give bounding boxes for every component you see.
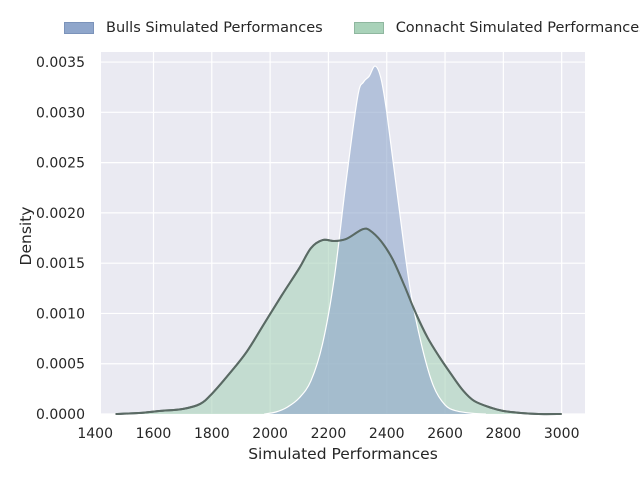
x-tick-label: 1400 <box>77 426 113 442</box>
x-tick-label: 3000 <box>544 426 580 442</box>
x-tick-label: 2400 <box>369 426 405 442</box>
legend-swatch-bulls <box>64 22 94 34</box>
y-tick-label: 0.0015 <box>36 256 85 272</box>
x-tick-label: 2800 <box>486 426 522 442</box>
y-tick-label: 0.0035 <box>36 55 85 71</box>
legend-label-bulls: Bulls Simulated Performances <box>106 20 323 36</box>
series-layer <box>115 65 562 416</box>
y-tick-label: 0.0020 <box>36 206 85 222</box>
y-tick-label: 0.0025 <box>36 156 85 172</box>
bulls-density-line <box>264 65 486 415</box>
legend-item-connacht: Connacht Simulated Performances <box>353 20 640 36</box>
x-tick-label: 2600 <box>427 426 463 442</box>
y-axis-label: Density <box>17 207 35 266</box>
x-tick-label: 2000 <box>252 426 288 442</box>
legend-swatch-connacht <box>353 22 384 34</box>
y-tick-label: 0.0000 <box>36 407 85 423</box>
connacht-density-outline <box>115 227 562 416</box>
x-tick-label: 1800 <box>194 426 230 442</box>
bulls-density-area <box>264 66 486 415</box>
legend-label-connacht: Connacht Simulated Performances <box>395 20 640 36</box>
y-tick-label: 0.0030 <box>36 105 85 121</box>
x-tick-label: 2200 <box>311 426 347 442</box>
x-tick-label: 1600 <box>136 426 172 442</box>
legend: Bulls Simulated Performances Connacht Si… <box>64 20 640 36</box>
x-axis-label: Simulated Performances <box>248 445 438 463</box>
y-tick-label: 0.0005 <box>36 357 85 373</box>
x-tick-labels: 1400 1600 1800 2000 2200 2400 2600 2800 3000 <box>77 426 579 442</box>
y-tick-label: 0.0010 <box>36 306 85 322</box>
legend-item-bulls: Bulls Simulated Performances <box>64 20 323 36</box>
y-tick-labels: 0.0000 0.0005 0.0010 0.0015 0.0020 0.0025 0.00… <box>36 55 85 423</box>
